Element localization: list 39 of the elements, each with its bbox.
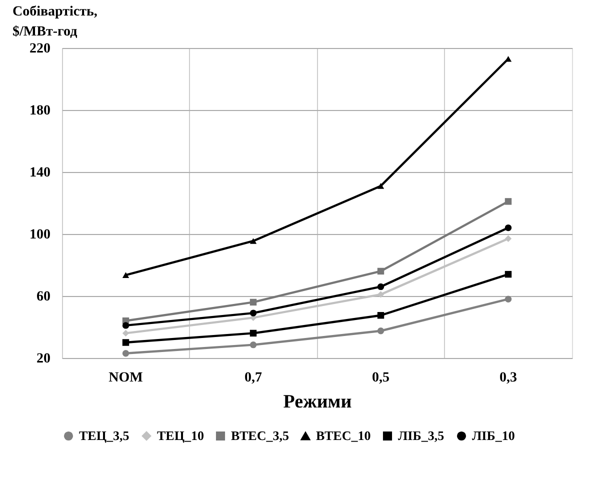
point — [122, 339, 130, 346]
point — [377, 312, 384, 319]
point — [377, 268, 384, 275]
y-axis-title: Собівартість, $/МВт-год — [12, 4, 98, 40]
point — [377, 328, 384, 334]
legend-label: ЛІБ_3,5 — [398, 428, 445, 443]
point — [250, 330, 257, 337]
point — [504, 296, 512, 302]
x-tick-label: 0,3 — [500, 370, 517, 386]
point — [250, 298, 257, 306]
point — [122, 350, 130, 357]
legend-label: ТЕЦ_10 — [157, 428, 204, 443]
point — [122, 322, 130, 329]
x-axis-title: Режими — [283, 392, 352, 412]
y-tick-label: 180 — [30, 104, 50, 118]
x-tick-label: 0,5 — [372, 370, 390, 386]
point — [377, 183, 384, 189]
point — [122, 272, 130, 278]
point — [377, 291, 384, 298]
point — [250, 341, 257, 348]
x-tick-label: NOM — [108, 370, 143, 386]
y-tick-label: 100 — [30, 228, 50, 242]
y-tick-label: 60 — [36, 290, 50, 304]
legend-label: ВТЕС_10 — [316, 428, 371, 444]
point — [504, 270, 512, 278]
legend-label: ТЕЦ_3,5 — [79, 428, 130, 443]
legend-label: ЛІБ_10 — [472, 428, 515, 443]
point — [250, 310, 257, 316]
point — [504, 235, 512, 242]
point — [122, 330, 130, 337]
point — [250, 238, 257, 244]
point — [504, 198, 512, 205]
legend-label: ВТЕС_3,5 — [231, 428, 290, 443]
point — [504, 224, 512, 232]
y-tick-label: 20 — [36, 352, 50, 366]
x-tick-label: 0,7 — [244, 370, 262, 386]
y-tick-label: 140 — [30, 166, 50, 180]
y-tick-label: 220 — [30, 42, 50, 56]
point — [377, 283, 384, 290]
